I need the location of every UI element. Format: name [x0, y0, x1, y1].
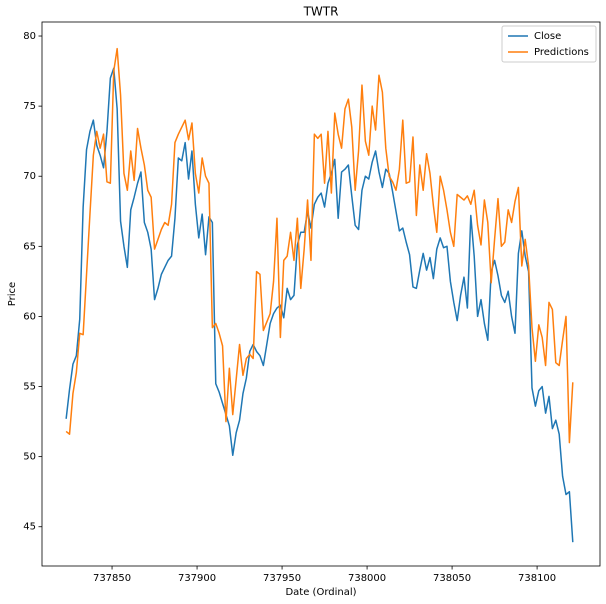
y-tick-label: 70 — [23, 171, 36, 182]
plot-frame — [41, 21, 601, 567]
y-tick-label: 45 — [23, 522, 36, 533]
series-line — [65, 67, 574, 543]
x-tick-label: 738000 — [348, 573, 386, 584]
y-axis-label: Price — [7, 282, 18, 306]
y-tick-label: 55 — [23, 382, 36, 393]
x-axis-label: Date (Ordinal) — [285, 587, 356, 598]
chart-title: TWTR — [303, 5, 339, 19]
series-line — [65, 47, 574, 444]
legend-box — [501, 25, 597, 63]
x-tick-label: 738050 — [433, 573, 471, 584]
x-tick-label: 737900 — [178, 573, 216, 584]
x-tick-label: 737850 — [93, 573, 131, 584]
y-tick-label: 50 — [23, 452, 36, 463]
y-tick-label: 80 — [23, 31, 36, 42]
legend-label: Close — [534, 31, 561, 42]
x-tick-label: 738100 — [518, 573, 556, 584]
y-tick-label: 60 — [23, 311, 36, 322]
x-tick-label: 737950 — [263, 573, 301, 584]
y-tick-label: 75 — [23, 101, 36, 112]
y-tick-label: 65 — [23, 241, 36, 252]
legend-label: Predictions — [534, 47, 589, 58]
